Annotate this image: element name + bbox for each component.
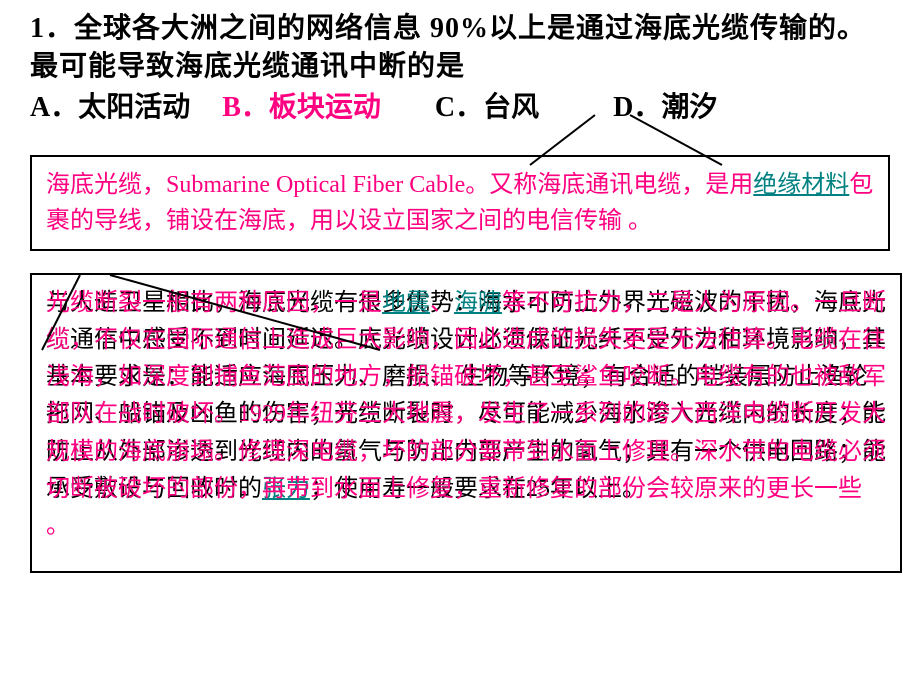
choice-d: D．潮汐 xyxy=(613,92,717,123)
info-box: 海底光缆，Submarine Optical Fiber Cable。又称海底通… xyxy=(30,155,890,251)
info-underlined: 绝缘材料 xyxy=(753,172,849,198)
overlay-red-mid1: 、 xyxy=(430,290,454,316)
question-body: 全球各大洲之间的网络信息 90%以上是通过海底光缆传输的。最可能导致海底光缆通讯… xyxy=(30,13,866,82)
overlay-box: 与人造卫星相比，海底光缆有很多优势：海水可防止外界光磁波的干扰，海底光缆通信中感… xyxy=(30,273,902,573)
question-number: 1． xyxy=(30,13,74,44)
info-part2: 是用 xyxy=(705,172,753,198)
choice-c: C．台风 xyxy=(435,92,539,123)
choices-row: A．太阳活动 B．板块运动 C．台风 D．潮汐 xyxy=(30,88,890,127)
overlay-red-link2: 海啸 xyxy=(454,290,502,316)
choice-a: A．太阳活动 xyxy=(30,92,190,123)
overlay-red-mid2: 等不可抗力，二是人为原因。一旦断缆，不仅在国际通信上造成巨大影响，因此造成的损失… xyxy=(46,290,886,539)
choice-b: B．板块运动 xyxy=(222,92,381,123)
overlay-red-text: 光缆断裂一般有两种原因，一是 xyxy=(46,290,382,316)
question-block: 1．全球各大洲之间的网络信息 90%以上是通过海底光缆传输的。最可能导致海底光缆… xyxy=(0,0,920,127)
overlay-red-layer: 光缆断裂一般有两种原因，一是地震、海啸等不可抗力，二是人为原因。一旦断缆，不仅在… xyxy=(46,285,886,545)
question-text: 1．全球各大洲之间的网络信息 90%以上是通过海底光缆传输的。最可能导致海底光缆… xyxy=(30,10,890,86)
info-prefix: 海底光缆，Submarine Optical Fiber Cable。 xyxy=(46,172,489,198)
overlay-red-link1: 地震 xyxy=(382,290,430,316)
info-altname: 又称海底通讯电缆， xyxy=(489,172,705,198)
